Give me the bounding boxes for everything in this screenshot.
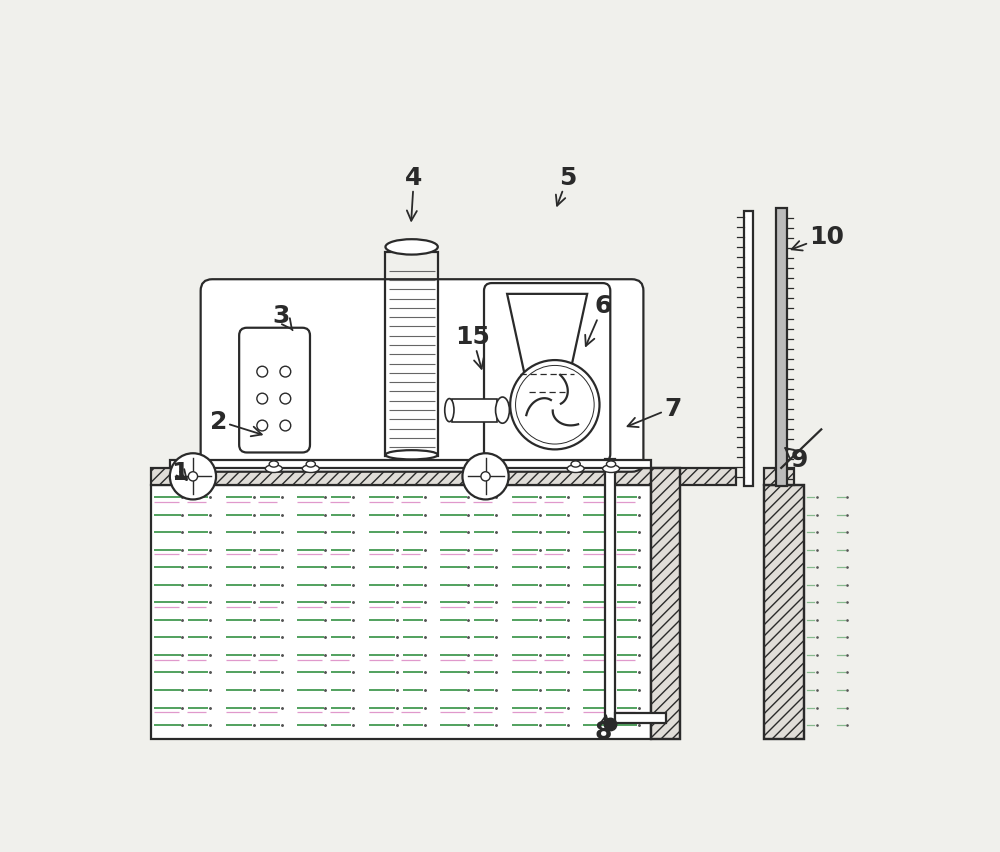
Text: 2: 2 [210, 410, 262, 437]
Ellipse shape [306, 462, 315, 468]
Ellipse shape [496, 398, 509, 423]
Circle shape [280, 421, 291, 431]
Bar [764, 469, 794, 486]
Text: 8: 8 [595, 716, 612, 743]
Bar [651, 469, 680, 739]
Circle shape [188, 472, 198, 481]
Bar [615, 713, 666, 722]
Polygon shape [507, 295, 587, 400]
Bar [605, 459, 615, 723]
Bar [170, 461, 651, 469]
Text: 10: 10 [792, 225, 844, 251]
Bar [651, 469, 680, 739]
Ellipse shape [265, 465, 282, 473]
Circle shape [257, 367, 268, 377]
Ellipse shape [269, 462, 278, 468]
Ellipse shape [603, 465, 620, 473]
Ellipse shape [571, 462, 580, 468]
FancyBboxPatch shape [201, 280, 643, 472]
Bar [764, 486, 804, 739]
Ellipse shape [567, 465, 584, 473]
Text: 5: 5 [556, 165, 577, 206]
Ellipse shape [445, 399, 454, 423]
Text: 1: 1 [171, 460, 189, 484]
Circle shape [170, 454, 216, 500]
Ellipse shape [385, 451, 438, 460]
Circle shape [462, 454, 509, 500]
Text: 9: 9 [785, 448, 808, 472]
Bar [764, 486, 804, 739]
Text: 6: 6 [585, 294, 612, 347]
Bar [776, 209, 787, 486]
Circle shape [481, 472, 490, 481]
Text: 3: 3 [273, 304, 293, 331]
Circle shape [280, 367, 291, 377]
Bar [151, 469, 736, 486]
Bar [151, 486, 651, 739]
Circle shape [516, 366, 594, 445]
Ellipse shape [385, 240, 438, 256]
FancyBboxPatch shape [484, 284, 610, 462]
Circle shape [257, 394, 268, 405]
Text: 4: 4 [405, 165, 423, 222]
FancyBboxPatch shape [239, 328, 310, 453]
Bar [452, 399, 497, 423]
Text: 7: 7 [628, 396, 681, 428]
Text: 15: 15 [455, 325, 490, 369]
Bar [385, 253, 438, 457]
Ellipse shape [606, 462, 616, 468]
Bar [744, 212, 753, 486]
Circle shape [257, 421, 268, 431]
Circle shape [280, 394, 291, 405]
Ellipse shape [302, 465, 319, 473]
Circle shape [510, 360, 600, 450]
